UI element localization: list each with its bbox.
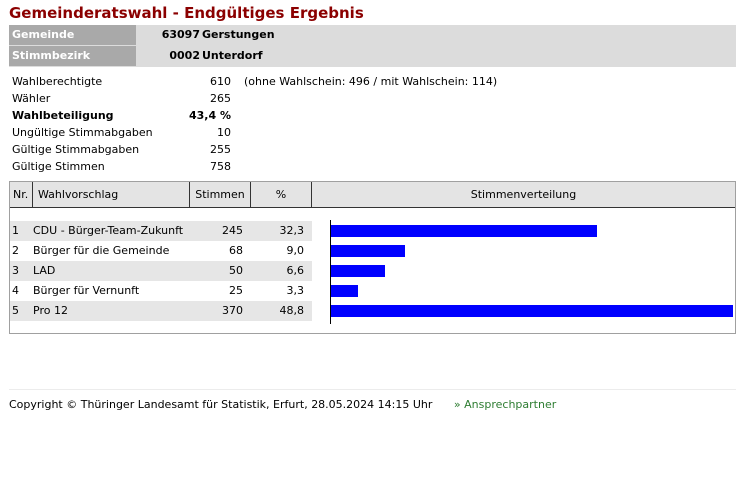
row-pct: 9,0 bbox=[286, 244, 305, 257]
stat-label: Gültige Stimmabgaben bbox=[12, 143, 140, 156]
row-pct: 6,6 bbox=[286, 264, 305, 277]
stat-value: 10 bbox=[217, 126, 231, 139]
identification-box: Gemeinde 63097 Gerstungen Stimmbezirk 00… bbox=[9, 25, 736, 67]
header-verteilung: Stimmenverteilung bbox=[312, 182, 735, 208]
footer: Copyright © Thüringer Landesamt für Stat… bbox=[9, 398, 556, 411]
results-table: Nr. Wahlvorschlag Stimmen % Stimmenverte… bbox=[9, 181, 736, 334]
stat-label: Ungültige Stimmabgaben bbox=[12, 126, 153, 139]
vote-share-bar bbox=[331, 225, 597, 237]
header-pct: % bbox=[251, 182, 312, 208]
stat-value: 758 bbox=[210, 160, 231, 173]
page-title: Gemeinderatswahl - Endgültiges Ergebnis bbox=[9, 4, 364, 22]
row-name: Bürger für Vernunft bbox=[33, 284, 140, 297]
row-stimmen: 25 bbox=[229, 284, 243, 297]
stat-label: Wähler bbox=[12, 92, 51, 105]
bezirk-number: 0002 bbox=[169, 49, 200, 62]
row-nr: 1 bbox=[12, 224, 19, 237]
row-nr: 4 bbox=[12, 284, 19, 297]
stat-note: (ohne Wahlschein: 496 / mit Wahlschein: … bbox=[244, 75, 498, 88]
bezirk-row: Stimmbezirk 0002 Unterdorf bbox=[9, 46, 736, 67]
row-name: CDU - Bürger-Team-Zukunft bbox=[33, 224, 184, 237]
row-stimmen: 68 bbox=[229, 244, 243, 257]
footer-divider bbox=[9, 389, 736, 390]
vote-share-bar bbox=[331, 285, 358, 297]
row-nr: 2 bbox=[12, 244, 19, 257]
gemeinde-name: Gerstungen bbox=[202, 28, 275, 41]
table-row: 4 Bürger für Vernunft 25 3,3 bbox=[10, 281, 312, 301]
header-wahlvorschlag: Wahlvorschlag bbox=[33, 182, 190, 208]
vote-share-bar bbox=[331, 305, 733, 317]
stat-label: Wahlberechtigte bbox=[12, 75, 103, 88]
table-row: 5 Pro 12 370 48,8 bbox=[10, 301, 312, 321]
row-pct: 3,3 bbox=[286, 284, 305, 297]
row-name: Bürger für die Gemeinde bbox=[33, 244, 170, 257]
gemeinde-number: 63097 bbox=[161, 28, 200, 41]
stat-label: Gültige Stimmen bbox=[12, 160, 105, 173]
stat-value: 265 bbox=[210, 92, 231, 105]
copyright-text: Copyright © Thüringer Landesamt für Stat… bbox=[9, 398, 433, 411]
stat-label: Wahlbeteiligung bbox=[12, 109, 114, 122]
stat-value: 43,4 % bbox=[189, 109, 231, 122]
stat-value: 610 bbox=[210, 75, 231, 88]
table-row: 3 LAD 50 6,6 bbox=[10, 261, 312, 281]
vote-share-bar bbox=[331, 245, 405, 257]
bezirk-name: Unterdorf bbox=[202, 49, 263, 62]
table-row: 1 CDU - Bürger-Team-Zukunft 245 32,3 bbox=[10, 221, 312, 241]
vote-share-bar bbox=[331, 265, 385, 277]
row-stimmen: 50 bbox=[229, 264, 243, 277]
row-nr: 3 bbox=[12, 264, 19, 277]
row-stimmen: 245 bbox=[222, 224, 243, 237]
table-row: 2 Bürger für die Gemeinde 68 9,0 bbox=[10, 241, 312, 261]
row-name: Pro 12 bbox=[33, 304, 68, 317]
row-name: LAD bbox=[33, 264, 56, 277]
gemeinde-row: Gemeinde 63097 Gerstungen bbox=[9, 25, 736, 46]
gemeinde-label: Gemeinde bbox=[9, 25, 136, 45]
row-pct: 32,3 bbox=[279, 224, 305, 237]
row-stimmen: 370 bbox=[222, 304, 243, 317]
stat-value: 255 bbox=[210, 143, 231, 156]
row-pct: 48,8 bbox=[279, 304, 305, 317]
chart-axis bbox=[330, 220, 331, 324]
bezirk-label: Stimmbezirk bbox=[9, 46, 136, 66]
row-nr: 5 bbox=[12, 304, 19, 317]
header-stimmen: Stimmen bbox=[190, 182, 251, 208]
ansprechpartner-link[interactable]: » Ansprechpartner bbox=[453, 398, 557, 411]
header-nr: Nr. bbox=[10, 182, 33, 208]
